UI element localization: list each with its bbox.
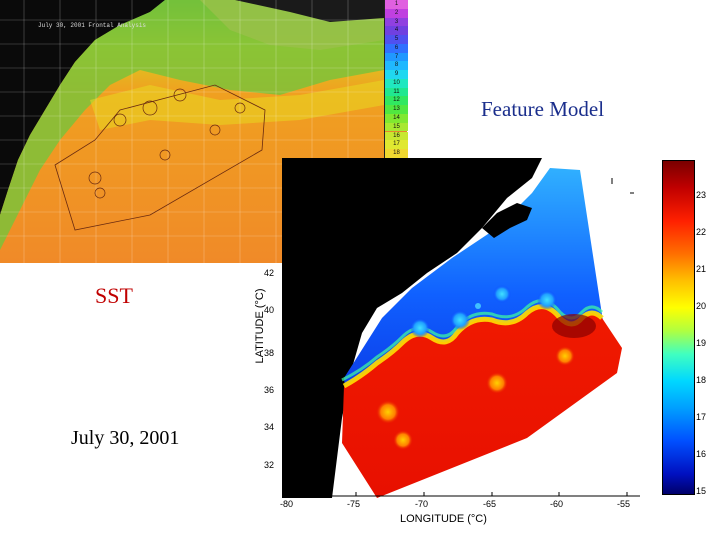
x-tick-label: -70	[415, 499, 429, 509]
sst-colorbar-step: 9	[385, 70, 408, 79]
model-axes	[281, 158, 642, 538]
feature-model-graphic	[282, 158, 634, 498]
colorbar-tick-label: 21	[696, 264, 707, 274]
sst-header-text: July 30, 2001 Frontal Analysis	[38, 22, 147, 29]
colorbar-tick-label: 18	[696, 375, 707, 385]
y-tick-label: 40	[264, 305, 275, 315]
sst-label: SST	[95, 283, 133, 308]
sst-colorbar-step: 1	[385, 0, 408, 9]
colorbar-tick-label: 20	[696, 301, 707, 311]
sst-colorbar-step: 16	[385, 131, 408, 141]
sst-colorbar-step: 7	[385, 52, 408, 62]
sst-colorbar-step: 11	[385, 87, 408, 97]
y-tick-label: 34	[264, 422, 275, 432]
model-colorbar	[662, 160, 695, 495]
y-tick-label: 36	[264, 385, 275, 395]
model-axes-frame	[281, 263, 640, 497]
date-label: July 30, 2001	[71, 427, 180, 449]
sst-colorbar-step: 18	[385, 149, 408, 158]
sst-colorbar-step: 17	[385, 140, 408, 150]
sst-colorbar-step: 6	[385, 43, 408, 53]
sst-colorbar-step: 4	[385, 26, 408, 36]
sst-colorbar-step: 2	[385, 8, 408, 18]
sst-colorbar-step: 13	[385, 105, 408, 114]
sst-colorbar-step: 14	[385, 113, 408, 123]
colorbar-tick-label: 23	[696, 190, 707, 200]
y-tick-label: 38	[264, 348, 275, 358]
sst-colorbar-step: 15	[385, 122, 408, 132]
colorbar-tick-label: 15	[696, 486, 707, 496]
sst-colorbar-step: 5	[385, 35, 408, 44]
x-tick-label: -80	[280, 499, 294, 509]
colorbar-tick-label: 17	[696, 412, 707, 422]
sst-colorbar-step: 12	[385, 96, 408, 106]
x-tick-label: -55	[617, 499, 631, 509]
x-axis-label: LONGITUDE (°C)	[400, 513, 487, 525]
sst-satellite-image: July 30, 2001 Frontal Analysis	[0, 0, 407, 263]
x-tick-label: -60	[550, 499, 564, 509]
x-tick-label: -75	[347, 499, 361, 509]
colorbar-tick-label: 22	[696, 227, 707, 237]
sst-colorbar-step: 3	[385, 17, 408, 27]
x-tick-label: -65	[483, 499, 497, 509]
slide-title: Feature Model	[481, 97, 605, 121]
y-axis-label: LATITUDE (°C)	[254, 288, 266, 364]
sst-colorbar-step: 10	[385, 78, 408, 88]
y-tick-label: 42	[264, 268, 275, 278]
sst-colorbar-step: 8	[385, 61, 408, 71]
sst-map-graphic	[0, 0, 384, 263]
y-tick-label: 32	[264, 460, 275, 470]
feature-model-map	[282, 158, 640, 498]
colorbar-tick-label: 16	[696, 449, 707, 459]
colorbar-tick-label: 19	[696, 338, 707, 348]
